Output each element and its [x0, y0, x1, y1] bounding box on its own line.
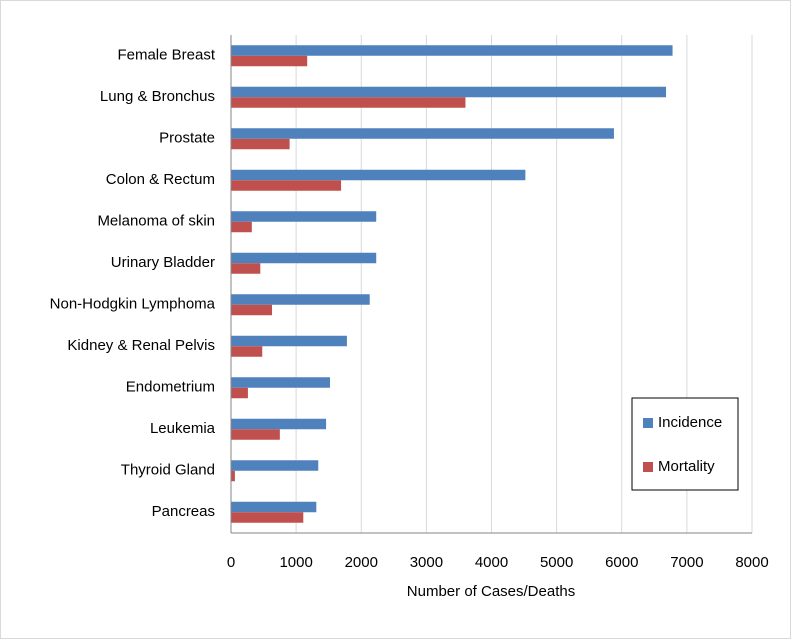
y-tick-label: Kidney & Renal Pelvis	[67, 337, 215, 354]
legend-label: Incidence	[658, 414, 722, 431]
x-tick-label: 8000	[735, 554, 768, 571]
y-tick-label: Pancreas	[152, 503, 215, 520]
bar	[231, 501, 317, 513]
y-tick-label: Colon & Rectum	[106, 171, 215, 188]
legend-label: Mortality	[658, 458, 715, 475]
bar	[231, 304, 273, 316]
bar	[231, 221, 252, 233]
bar	[231, 128, 614, 139]
bar	[231, 252, 377, 264]
x-tick-label: 6000	[605, 554, 638, 571]
x-axis-label: Number of Cases/Deaths	[407, 583, 575, 600]
y-tick-label: Female Breast	[117, 47, 215, 64]
bar	[231, 180, 342, 191]
x-tick-label: 5000	[540, 554, 573, 571]
x-tick-label: 7000	[670, 554, 703, 571]
y-tick-label: Leukemia	[150, 420, 216, 437]
y-tick-label: Melanoma of skin	[97, 213, 215, 230]
y-tick-label: Urinary Bladder	[111, 254, 215, 271]
y-tick-label: Thyroid Gland	[121, 462, 215, 479]
bar	[231, 86, 667, 98]
legend-swatch	[643, 462, 653, 472]
x-tick-label: 2000	[345, 554, 378, 571]
bar	[231, 294, 370, 305]
x-tick-label: 4000	[475, 554, 508, 571]
y-tick-label: Non-Hodgkin Lymphoma	[50, 296, 216, 313]
bar	[231, 346, 263, 357]
bar	[231, 211, 377, 222]
bar	[231, 512, 304, 523]
y-tick-label: Endometrium	[126, 379, 215, 396]
bar	[231, 377, 330, 388]
bar	[231, 55, 308, 67]
bar	[231, 169, 526, 181]
bar	[231, 387, 248, 399]
bar	[231, 335, 347, 347]
bar	[231, 97, 466, 108]
bar	[231, 429, 280, 440]
y-tick-label: Prostate	[159, 130, 215, 147]
y-tick-label: Lung & Bronchus	[100, 88, 215, 105]
bar	[231, 45, 673, 56]
x-tick-label: 0	[227, 554, 235, 571]
legend-box	[631, 397, 739, 491]
x-tick-label: 1000	[279, 554, 312, 571]
bar	[231, 418, 327, 430]
x-tick-label: 3000	[410, 554, 443, 571]
bar	[231, 263, 261, 274]
bar	[231, 138, 290, 150]
bar	[231, 460, 319, 471]
bar	[231, 470, 235, 482]
legend-swatch	[643, 418, 653, 428]
